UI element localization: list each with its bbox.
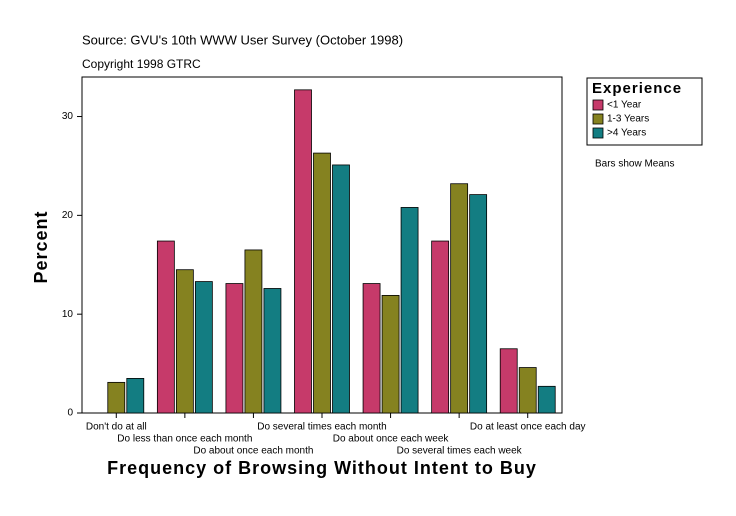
bar [400,207,419,414]
bar [107,381,126,414]
legend-label: >4 Years [607,128,646,139]
x-axis-label: Frequency of Browsing Without Intent to … [107,458,537,478]
bar [332,164,350,414]
bar [126,378,145,414]
y-tick-label: 20 [62,210,74,221]
legend-title: Experience [592,80,682,97]
bar [244,249,263,414]
x-tick-label: Do at least once each day [470,422,586,433]
legend-swatch [592,113,604,125]
legend-swatch [592,127,604,139]
bar [263,288,282,414]
bar [156,240,175,414]
bar [313,152,331,414]
note: Bars show Means [595,159,674,170]
bar [225,283,244,414]
x-tick-label: Do several times each month [257,422,387,433]
bar [537,385,556,414]
subtitle: Source: GVU's 10th WWW User Survey (Octo… [82,32,403,47]
y-tick-label: 30 [62,111,74,122]
bar [294,89,312,414]
legend-label: 1-3 Years [607,114,649,125]
bar [431,240,450,414]
x-tick-label: Do about once each week [333,434,450,445]
legend-swatch [592,99,604,111]
copyright: Copyright 1998 GTRC [82,57,201,71]
legend-box [586,77,703,146]
bar [469,194,488,414]
x-tick-label: Do about once each month [193,446,313,457]
bar [175,269,194,414]
x-tick-label: Do less than once each month [117,434,252,445]
x-tick-label: Do several times each week [397,446,523,457]
bar [499,348,518,414]
bar [381,294,400,414]
bar [362,283,381,414]
bar [518,367,537,414]
y-axis-label: Percent [31,210,51,283]
legend-label: <1 Year [607,100,642,111]
bar [450,183,469,414]
y-tick-label: 10 [62,309,74,320]
y-tick-label: 0 [67,408,73,419]
x-tick-label: Don't do at all [86,422,147,433]
bar [194,281,213,414]
